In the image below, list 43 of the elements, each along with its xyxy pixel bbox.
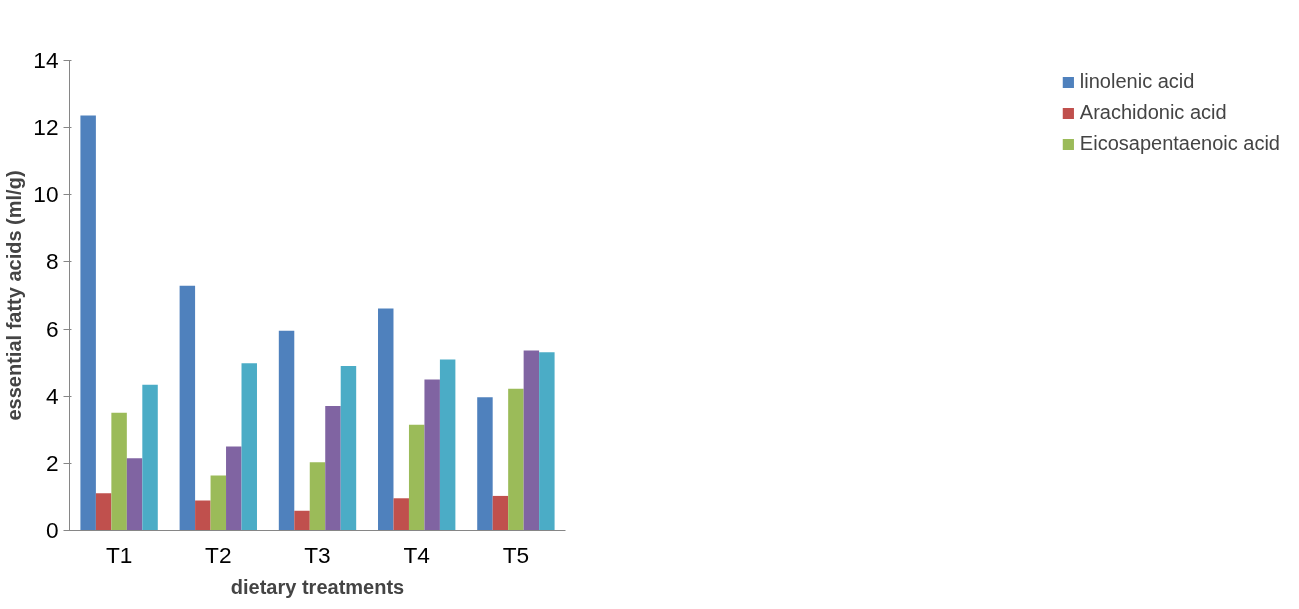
y-tick-label: 4 xyxy=(45,382,59,409)
bar xyxy=(241,363,257,531)
y-tick-label: 12 xyxy=(33,114,59,141)
bar xyxy=(508,388,524,531)
bar xyxy=(210,475,227,531)
bar xyxy=(278,330,295,531)
bar xyxy=(539,352,555,531)
bar xyxy=(393,498,409,531)
y-tick-label: 2 xyxy=(45,449,59,476)
bar xyxy=(80,115,96,531)
y-tick-label: 10 xyxy=(33,181,59,208)
legend-label: linolenic acid xyxy=(1079,70,1195,93)
y-axis-title: essential fatty acids (ml/g) xyxy=(3,170,26,421)
bar xyxy=(126,458,143,531)
y-tick-label: 14 xyxy=(33,47,59,73)
bar xyxy=(439,359,456,531)
bar xyxy=(378,308,394,531)
bar xyxy=(492,495,509,531)
legend-label: Arachidonic acid xyxy=(1079,101,1227,124)
bar xyxy=(226,446,242,531)
bar xyxy=(523,350,540,531)
bar xyxy=(111,412,127,531)
bar xyxy=(340,366,357,531)
y-tick-label: 6 xyxy=(45,315,59,342)
legend-label: Eicosapentaenoic acid xyxy=(1079,132,1280,155)
bar xyxy=(179,285,196,531)
y-tick-label: 8 xyxy=(45,248,59,275)
x-tick-label: T1 xyxy=(105,541,133,568)
bar xyxy=(294,510,310,531)
bar xyxy=(424,379,440,531)
x-tick-label: T3 xyxy=(304,541,331,568)
bar xyxy=(142,384,158,531)
x-tick-label: T2 xyxy=(205,541,232,568)
x-axis-title: dietary treatments xyxy=(230,575,405,598)
bar xyxy=(95,493,112,531)
y-tick-label: 0 xyxy=(45,517,59,543)
bar xyxy=(477,397,493,531)
x-tick-label: T4 xyxy=(403,541,430,568)
bar xyxy=(195,500,211,531)
x-tick-label: T5 xyxy=(502,541,530,568)
bar xyxy=(408,424,425,531)
bar xyxy=(325,405,341,531)
bar xyxy=(309,462,326,531)
